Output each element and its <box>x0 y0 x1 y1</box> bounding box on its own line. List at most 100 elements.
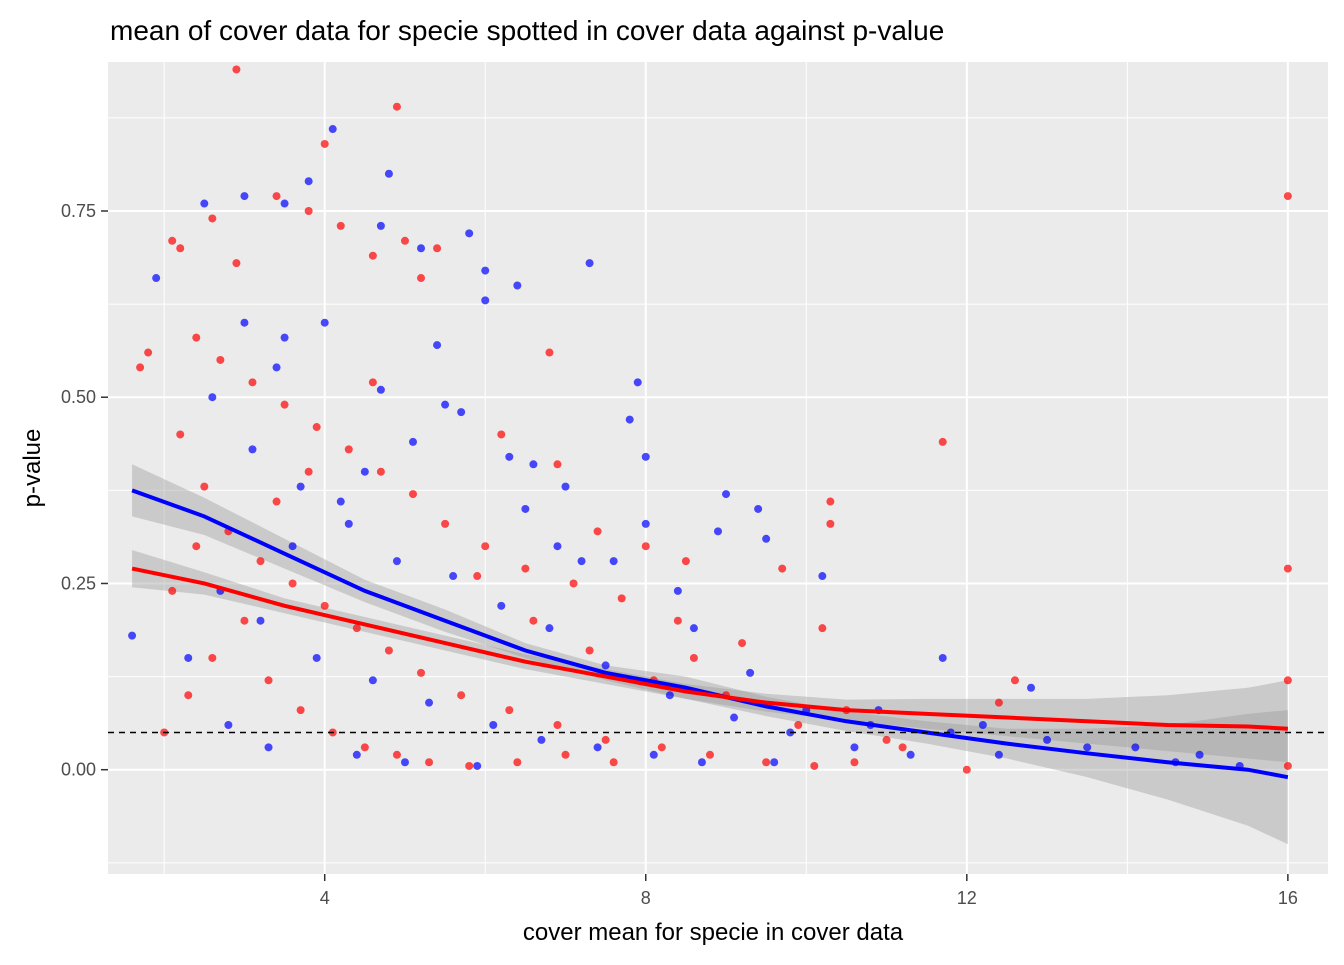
data-point-red <box>673 616 682 625</box>
data-point-red <box>689 653 698 662</box>
plot-panel <box>108 62 1328 874</box>
data-point-red <box>561 750 570 759</box>
data-point-blue <box>256 616 265 625</box>
data-point-blue <box>537 735 546 744</box>
data-point-red <box>216 355 225 364</box>
data-point-blue <box>320 318 329 327</box>
data-point-blue <box>296 482 305 491</box>
data-point-blue <box>417 244 426 253</box>
data-point-blue <box>280 333 289 342</box>
data-point-blue <box>465 229 474 238</box>
data-point-blue <box>489 721 498 730</box>
data-point-blue <box>272 363 281 372</box>
data-point-blue <box>248 445 257 454</box>
data-point-red <box>192 333 201 342</box>
data-point-blue <box>585 259 594 268</box>
data-point-blue <box>601 661 610 670</box>
data-point-red <box>826 497 835 506</box>
data-point-red <box>240 616 249 625</box>
data-point-blue <box>625 415 634 424</box>
data-point-red <box>641 542 650 551</box>
smooth-line-red <box>131 566 1288 731</box>
data-point-red <box>609 758 618 767</box>
data-point-blue <box>593 743 602 752</box>
data-point-red <box>168 236 177 245</box>
x-tick-label: 12 <box>957 888 977 908</box>
data-point-blue <box>200 199 209 208</box>
data-point-blue <box>746 668 755 677</box>
data-point-red <box>336 221 345 230</box>
data-point-red <box>208 653 217 662</box>
data-point-blue <box>1083 743 1092 752</box>
data-point-red <box>417 668 426 677</box>
data-point-red <box>962 765 971 774</box>
data-point-red <box>553 721 562 730</box>
data-point-red <box>778 564 787 573</box>
data-point-red <box>738 639 747 648</box>
data-point-red <box>400 236 409 245</box>
data-point-blue <box>730 713 739 722</box>
confidence-ribbons <box>132 464 1288 845</box>
data-point-red <box>272 497 281 506</box>
data-point-red <box>352 624 361 633</box>
data-point-red <box>392 102 401 111</box>
data-point-red <box>601 735 610 744</box>
data-point-red <box>481 542 490 551</box>
data-point-blue <box>392 557 401 566</box>
data-point-red <box>368 251 377 260</box>
data-point-blue <box>457 408 466 417</box>
data-point-red <box>264 676 273 685</box>
data-point-red <box>272 192 281 201</box>
data-point-red <box>184 691 193 700</box>
data-point-blue <box>449 572 458 581</box>
data-point-red <box>392 750 401 759</box>
data-point-red <box>384 646 393 655</box>
data-point-red <box>425 758 434 767</box>
data-point-red <box>1283 192 1292 201</box>
data-point-red <box>457 691 466 700</box>
data-point-red <box>441 519 450 528</box>
data-point-blue <box>376 221 385 230</box>
data-point-red <box>705 750 714 759</box>
data-point-red <box>192 542 201 551</box>
data-point-red <box>320 601 329 610</box>
data-point-blue <box>288 542 297 551</box>
data-point-blue <box>352 750 361 759</box>
data-point-red <box>417 274 426 283</box>
y-axis-label: p-value <box>19 429 46 508</box>
data-point-red <box>409 490 417 499</box>
chart-title: mean of cover data for specie spotted in… <box>110 15 944 46</box>
data-point-blue <box>376 385 385 394</box>
data-point-red <box>304 467 313 476</box>
data-point-red <box>248 378 257 387</box>
data-point-red <box>521 564 530 573</box>
data-point-blue <box>184 653 193 662</box>
data-point-blue <box>714 527 722 536</box>
data-point-blue <box>633 378 642 387</box>
data-point-red <box>296 706 305 715</box>
data-point-blue <box>304 177 313 186</box>
data-point-blue <box>561 482 570 491</box>
data-point-red <box>681 557 690 566</box>
confidence-ribbon-red <box>132 549 1288 763</box>
data-point-blue <box>553 542 562 551</box>
data-point-red <box>433 244 442 253</box>
data-point-red <box>818 624 827 633</box>
data-point-red <box>810 761 819 770</box>
smooth-lines <box>131 488 1289 780</box>
data-point-blue <box>978 721 987 730</box>
grid-lines <box>108 62 1328 874</box>
data-point-blue <box>649 750 658 759</box>
data-point-red <box>762 758 771 767</box>
data-point-blue <box>224 721 233 730</box>
data-point-red <box>1010 676 1019 685</box>
data-point-blue <box>481 296 490 305</box>
data-point-blue <box>481 266 490 275</box>
data-point-blue <box>689 624 698 633</box>
data-point-red <box>553 460 562 469</box>
data-point-blue <box>240 318 249 327</box>
data-point-red <box>473 572 482 581</box>
y-tick-label: 0.25 <box>61 573 96 593</box>
data-point-red <box>585 646 594 655</box>
